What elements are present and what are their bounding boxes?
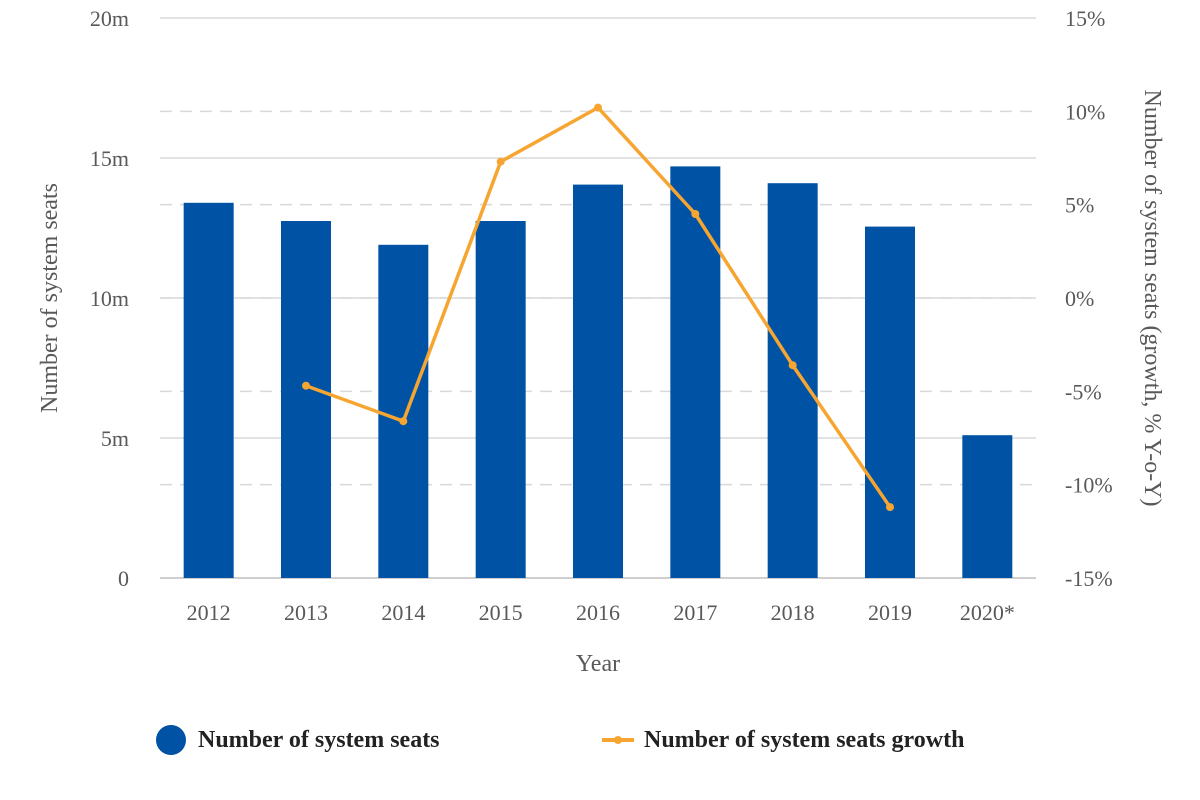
bar-2020*[interactable] [962, 435, 1013, 578]
x-tick-label: 2017 [673, 600, 717, 625]
x-tick-label: 2014 [381, 600, 425, 625]
growth-point-2014[interactable] [399, 417, 408, 426]
y2-tick-label: -15% [1065, 566, 1113, 591]
growth-point-2013[interactable] [302, 381, 310, 390]
y2-tick-label: 10% [1065, 99, 1105, 124]
legend-item-growth[interactable]: Number of system seats growth [602, 720, 964, 760]
bar-2016[interactable] [573, 184, 623, 578]
y2-tick-label: 0% [1065, 286, 1094, 311]
x-axis-title: Year [576, 651, 620, 677]
y2-tick-label: -5% [1065, 379, 1102, 404]
bar-2012[interactable] [183, 202, 234, 579]
bar-2013[interactable] [281, 221, 331, 578]
legend-label-growth: Number of system seats growth [644, 726, 965, 753]
bar-series [183, 166, 1013, 579]
x-tick-label: 2018 [771, 600, 815, 625]
y2-axis-ticks: -15% -10% -5% 0% 5% 10% 15% [1065, 6, 1113, 591]
y2-tick-label: -10% [1065, 473, 1113, 498]
y2-tick-label: 15% [1065, 6, 1105, 31]
x-tick-label: 2012 [187, 600, 231, 625]
y-tick-label: 20m [90, 6, 129, 31]
x-tick-label: 2016 [576, 600, 620, 625]
x-tick-label: 2019 [868, 600, 912, 625]
bar-2017[interactable] [670, 166, 721, 578]
bar-2018[interactable] [767, 183, 818, 578]
x-tick-label: 2020* [960, 600, 1015, 625]
legend-item-seats[interactable]: Number of system seats [156, 720, 440, 760]
growth-point-2016[interactable] [594, 103, 602, 112]
x-axis-ticks: 2012 2013 2014 2015 2016 2017 2018 2019 2020* [187, 600, 1015, 625]
y-tick-label: 15m [90, 146, 129, 171]
legend-swatch-seats [156, 725, 186, 755]
growth-point-2018[interactable] [788, 361, 797, 370]
x-tick-label: 2015 [479, 600, 523, 625]
legend: Number of system seats Number of system … [0, 720, 1200, 760]
y2-axis-title: Number of system seats (growth, % Y-o-Y) [1139, 89, 1165, 506]
y-tick-label: 10m [90, 286, 129, 311]
y-axis-ticks: 0 5m 10m 15m 20m [90, 6, 129, 591]
y-tick-label: 0 [118, 566, 129, 591]
growth-point-2017[interactable] [691, 210, 700, 218]
legend-label-seats: Number of system seats [198, 726, 440, 753]
y-axis-title: Number of system seats [37, 183, 63, 413]
chart: 2012 2013 2014 2015 2016 2017 2018 2019 2020* 0 5… [37, 6, 1165, 677]
growth-point-2019[interactable] [886, 503, 894, 512]
growth-point-2015[interactable] [496, 157, 505, 166]
bar-2014[interactable] [378, 244, 429, 579]
legend-swatch-growth [602, 736, 634, 744]
bar-2015[interactable] [475, 221, 526, 578]
y2-tick-label: 5% [1065, 193, 1094, 218]
x-tick-label: 2013 [284, 600, 328, 625]
line-series [302, 103, 894, 512]
bar-2019[interactable] [865, 226, 915, 578]
y-tick-label: 5m [101, 426, 129, 451]
